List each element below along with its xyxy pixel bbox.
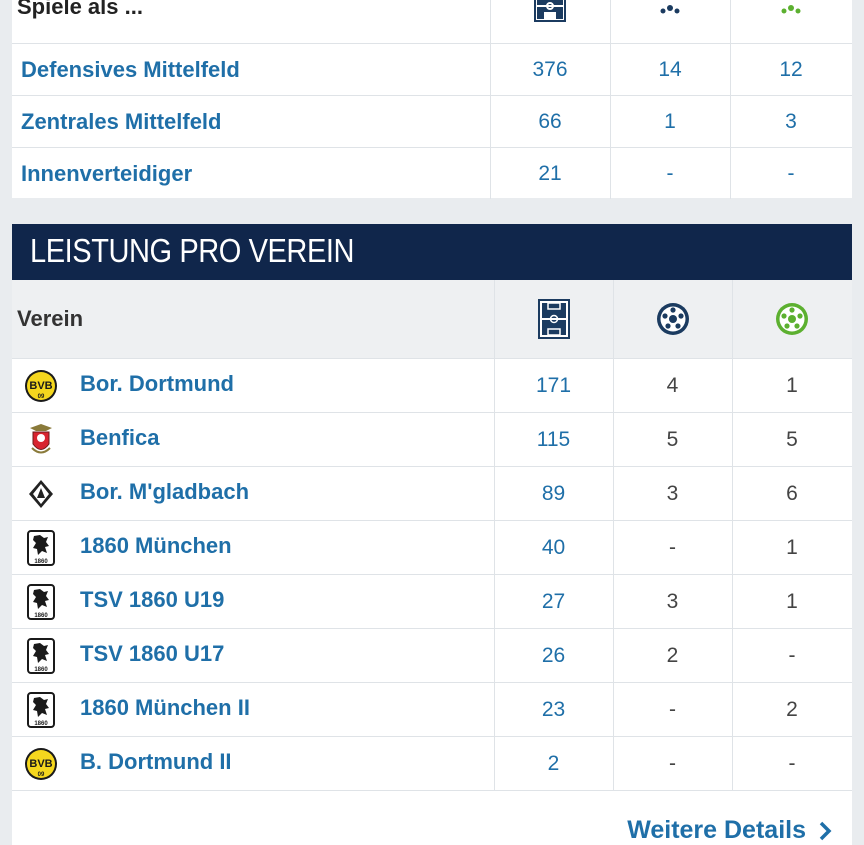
club-row: 1860 TSV 1860 U19 27 3 1: [12, 575, 852, 629]
club-link[interactable]: Benfica: [80, 425, 160, 450]
appearances-value[interactable]: 21: [538, 161, 562, 185]
position-row: Defensives Mittelfeld 376 14 12: [12, 44, 852, 96]
svg-text:1860: 1860: [34, 721, 48, 727]
position-link[interactable]: Zentrales Mittelfeld: [21, 109, 222, 134]
club-link[interactable]: TSV 1860 U19: [80, 587, 225, 612]
assists-value: 5: [786, 427, 798, 451]
position-link[interactable]: Innenverteidiger: [21, 161, 193, 186]
chevron-right-icon: [819, 821, 832, 840]
assist-ball-icon: [730, 0, 852, 24]
appearances-value[interactable]: 89: [541, 481, 566, 505]
goals-value[interactable]: -: [666, 161, 674, 185]
assists-value: -: [788, 643, 796, 667]
club-link[interactable]: Bor. Dortmund: [80, 371, 234, 396]
benfica-logo[interactable]: [24, 422, 58, 458]
club-row: 1860 1860 München 40 - 1: [12, 521, 852, 575]
assists-value: -: [788, 751, 796, 775]
more-details-label: Weitere Details: [627, 816, 806, 844]
club-row: BVB 09 Bor. Dortmund 171 4 1: [12, 359, 852, 413]
appearances-value[interactable]: 2: [547, 751, 560, 775]
goals-value: 4: [666, 373, 679, 397]
pitch-icon: [490, 0, 610, 24]
svg-text:09: 09: [38, 772, 45, 778]
club-link[interactable]: 1860 München: [80, 533, 232, 558]
club-link[interactable]: 1860 München II: [80, 695, 250, 720]
goals-value[interactable]: 1: [664, 109, 676, 133]
goals-value: 5: [666, 427, 679, 451]
assists-value: 6: [786, 481, 798, 505]
assists-value[interactable]: -: [787, 161, 795, 185]
ball-icon: [610, 0, 730, 24]
club-link[interactable]: TSV 1860 U17: [80, 641, 225, 666]
goals-value: 2: [666, 643, 679, 667]
svg-text:BVB: BVB: [29, 758, 52, 770]
appearances-value[interactable]: 115: [536, 427, 571, 451]
assists-value: 1: [786, 535, 798, 559]
section-title: LEISTUNG PRO VEREIN: [30, 232, 355, 269]
pitch-icon: [494, 280, 613, 358]
section-banner: LEISTUNG PRO VEREIN: [12, 224, 852, 280]
clubs-table-header: Verein: [12, 280, 852, 359]
clubs-footer: Weitere Details: [12, 790, 852, 845]
position-row: Zentrales Mittelfeld 66 1 3: [12, 96, 852, 148]
goals-value: 3: [666, 481, 679, 505]
goals-value[interactable]: 14: [658, 57, 682, 81]
positions-header-label: Spiele als ...: [17, 0, 143, 19]
club-row: Benfica 115 5 5: [12, 413, 852, 467]
tsv1860-logo[interactable]: 1860: [24, 692, 58, 728]
club-row: Bor. M'gladbach 89 3 6: [12, 467, 852, 521]
position-row: Innenverteidiger 21 - -: [12, 148, 852, 199]
goals-value: -: [669, 535, 676, 559]
assists-value: 2: [786, 697, 798, 721]
more-details-link[interactable]: Weitere Details: [627, 816, 832, 845]
goals-value: -: [669, 751, 676, 775]
svg-text:BVB: BVB: [29, 380, 52, 392]
gladbach-logo[interactable]: [24, 476, 58, 512]
appearances-value[interactable]: 40: [541, 535, 566, 559]
assists-value[interactable]: 3: [785, 109, 797, 133]
position-link[interactable]: Defensives Mittelfeld: [21, 57, 240, 82]
goals-value: 3: [666, 589, 679, 613]
svg-text:1860: 1860: [34, 613, 48, 619]
appearances-value[interactable]: 26: [541, 643, 566, 667]
clubs-card: LEISTUNG PRO VEREIN Verein BVB 09 Bor. Do…: [12, 224, 852, 845]
club-column-label: Verein: [17, 306, 84, 331]
assist-ball-icon: [732, 280, 852, 358]
bvb-logo[interactable]: BVB 09: [24, 746, 58, 782]
club-row: 1860 TSV 1860 U17 26 2 -: [12, 629, 852, 683]
svg-text:1860: 1860: [34, 667, 48, 673]
appearances-value[interactable]: 66: [538, 109, 562, 133]
tsv1860-logo[interactable]: 1860: [24, 638, 58, 674]
appearances-value[interactable]: 23: [541, 697, 566, 721]
club-row: BVB 09 B. Dortmund II 2 - -: [12, 737, 852, 791]
svg-text:09: 09: [38, 394, 45, 400]
ball-icon: [613, 280, 732, 358]
tsv1860-logo[interactable]: 1860: [24, 584, 58, 620]
bvb-logo[interactable]: BVB 09: [24, 368, 58, 404]
goals-value: -: [669, 697, 676, 721]
appearances-value[interactable]: 171: [535, 373, 572, 397]
club-link[interactable]: B. Dortmund II: [80, 749, 232, 774]
svg-text:1860: 1860: [34, 559, 48, 565]
appearances-value[interactable]: 376: [532, 57, 568, 81]
assists-value: 1: [786, 589, 798, 613]
club-link[interactable]: Bor. M'gladbach: [80, 479, 250, 504]
club-row: 1860 1860 München II 23 - 2: [12, 683, 852, 737]
positions-card: Spiele als ... Defensives Mittelfeld 376…: [12, 0, 852, 199]
appearances-value[interactable]: 27: [541, 589, 566, 613]
positions-header: Spiele als ...: [12, 0, 852, 44]
assists-value: 1: [786, 373, 798, 397]
assists-value[interactable]: 12: [779, 57, 803, 81]
tsv1860-logo[interactable]: 1860: [24, 530, 58, 566]
